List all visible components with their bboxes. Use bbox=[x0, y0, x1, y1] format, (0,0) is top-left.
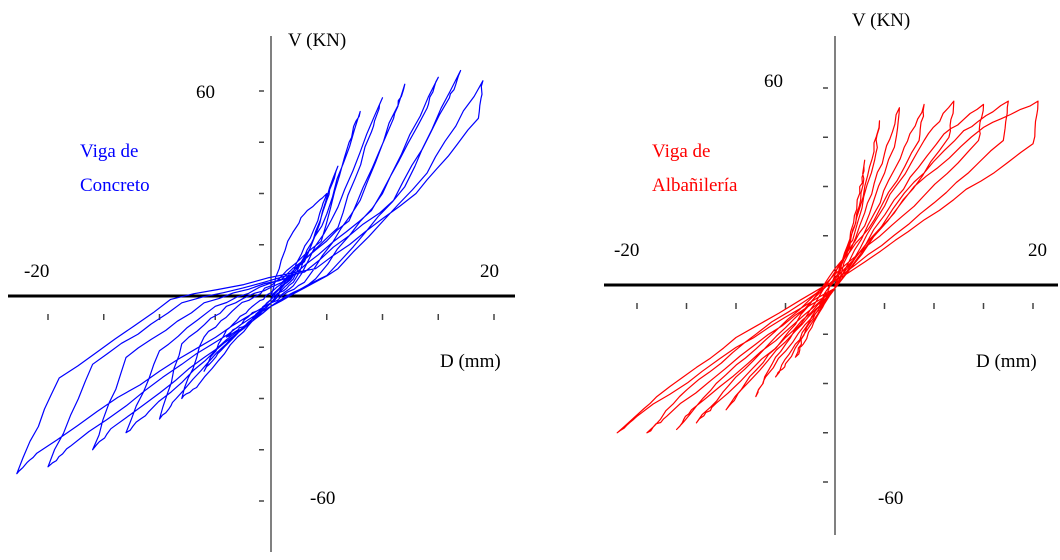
right-x-right-tick-label: 20 bbox=[1028, 240, 1047, 261]
left-annotation-line2: Concreto bbox=[80, 175, 150, 196]
right-y-top-tick-label: 60 bbox=[764, 71, 783, 92]
right-annotation-line1: Viga de bbox=[652, 141, 710, 162]
left-hysteresis-curve bbox=[16, 69, 484, 475]
left-x-left-tick-label: -20 bbox=[24, 261, 49, 282]
right-x-axis-label: D (mm) bbox=[976, 351, 1037, 372]
left-y-top-tick-label: 60 bbox=[196, 82, 215, 103]
left-tick-marks bbox=[47, 90, 495, 502]
left-y-axis-label: V (KN) bbox=[288, 30, 346, 51]
right-hysteresis-curve bbox=[616, 100, 1039, 434]
right-y-axis-label: V (KN) bbox=[852, 10, 910, 31]
right-tick-marks bbox=[636, 87, 1034, 483]
right-x-left-tick-label: -20 bbox=[614, 240, 639, 261]
left-y-bottom-tick-label: -60 bbox=[310, 488, 335, 509]
right-chart: V (KN) 60 -60 -20 20 D (mm) Viga de Alba… bbox=[604, 10, 1058, 535]
left-annotation-line1: Viga de bbox=[80, 141, 138, 162]
left-chart: V (KN) 60 -60 -20 20 D (mm) Viga de Conc… bbox=[8, 30, 515, 552]
left-x-axis-label: D (mm) bbox=[440, 351, 501, 372]
left-x-right-tick-label: 20 bbox=[480, 261, 499, 282]
right-y-bottom-tick-label: -60 bbox=[878, 488, 903, 509]
right-annotation-line2: Albañilería bbox=[652, 175, 738, 196]
